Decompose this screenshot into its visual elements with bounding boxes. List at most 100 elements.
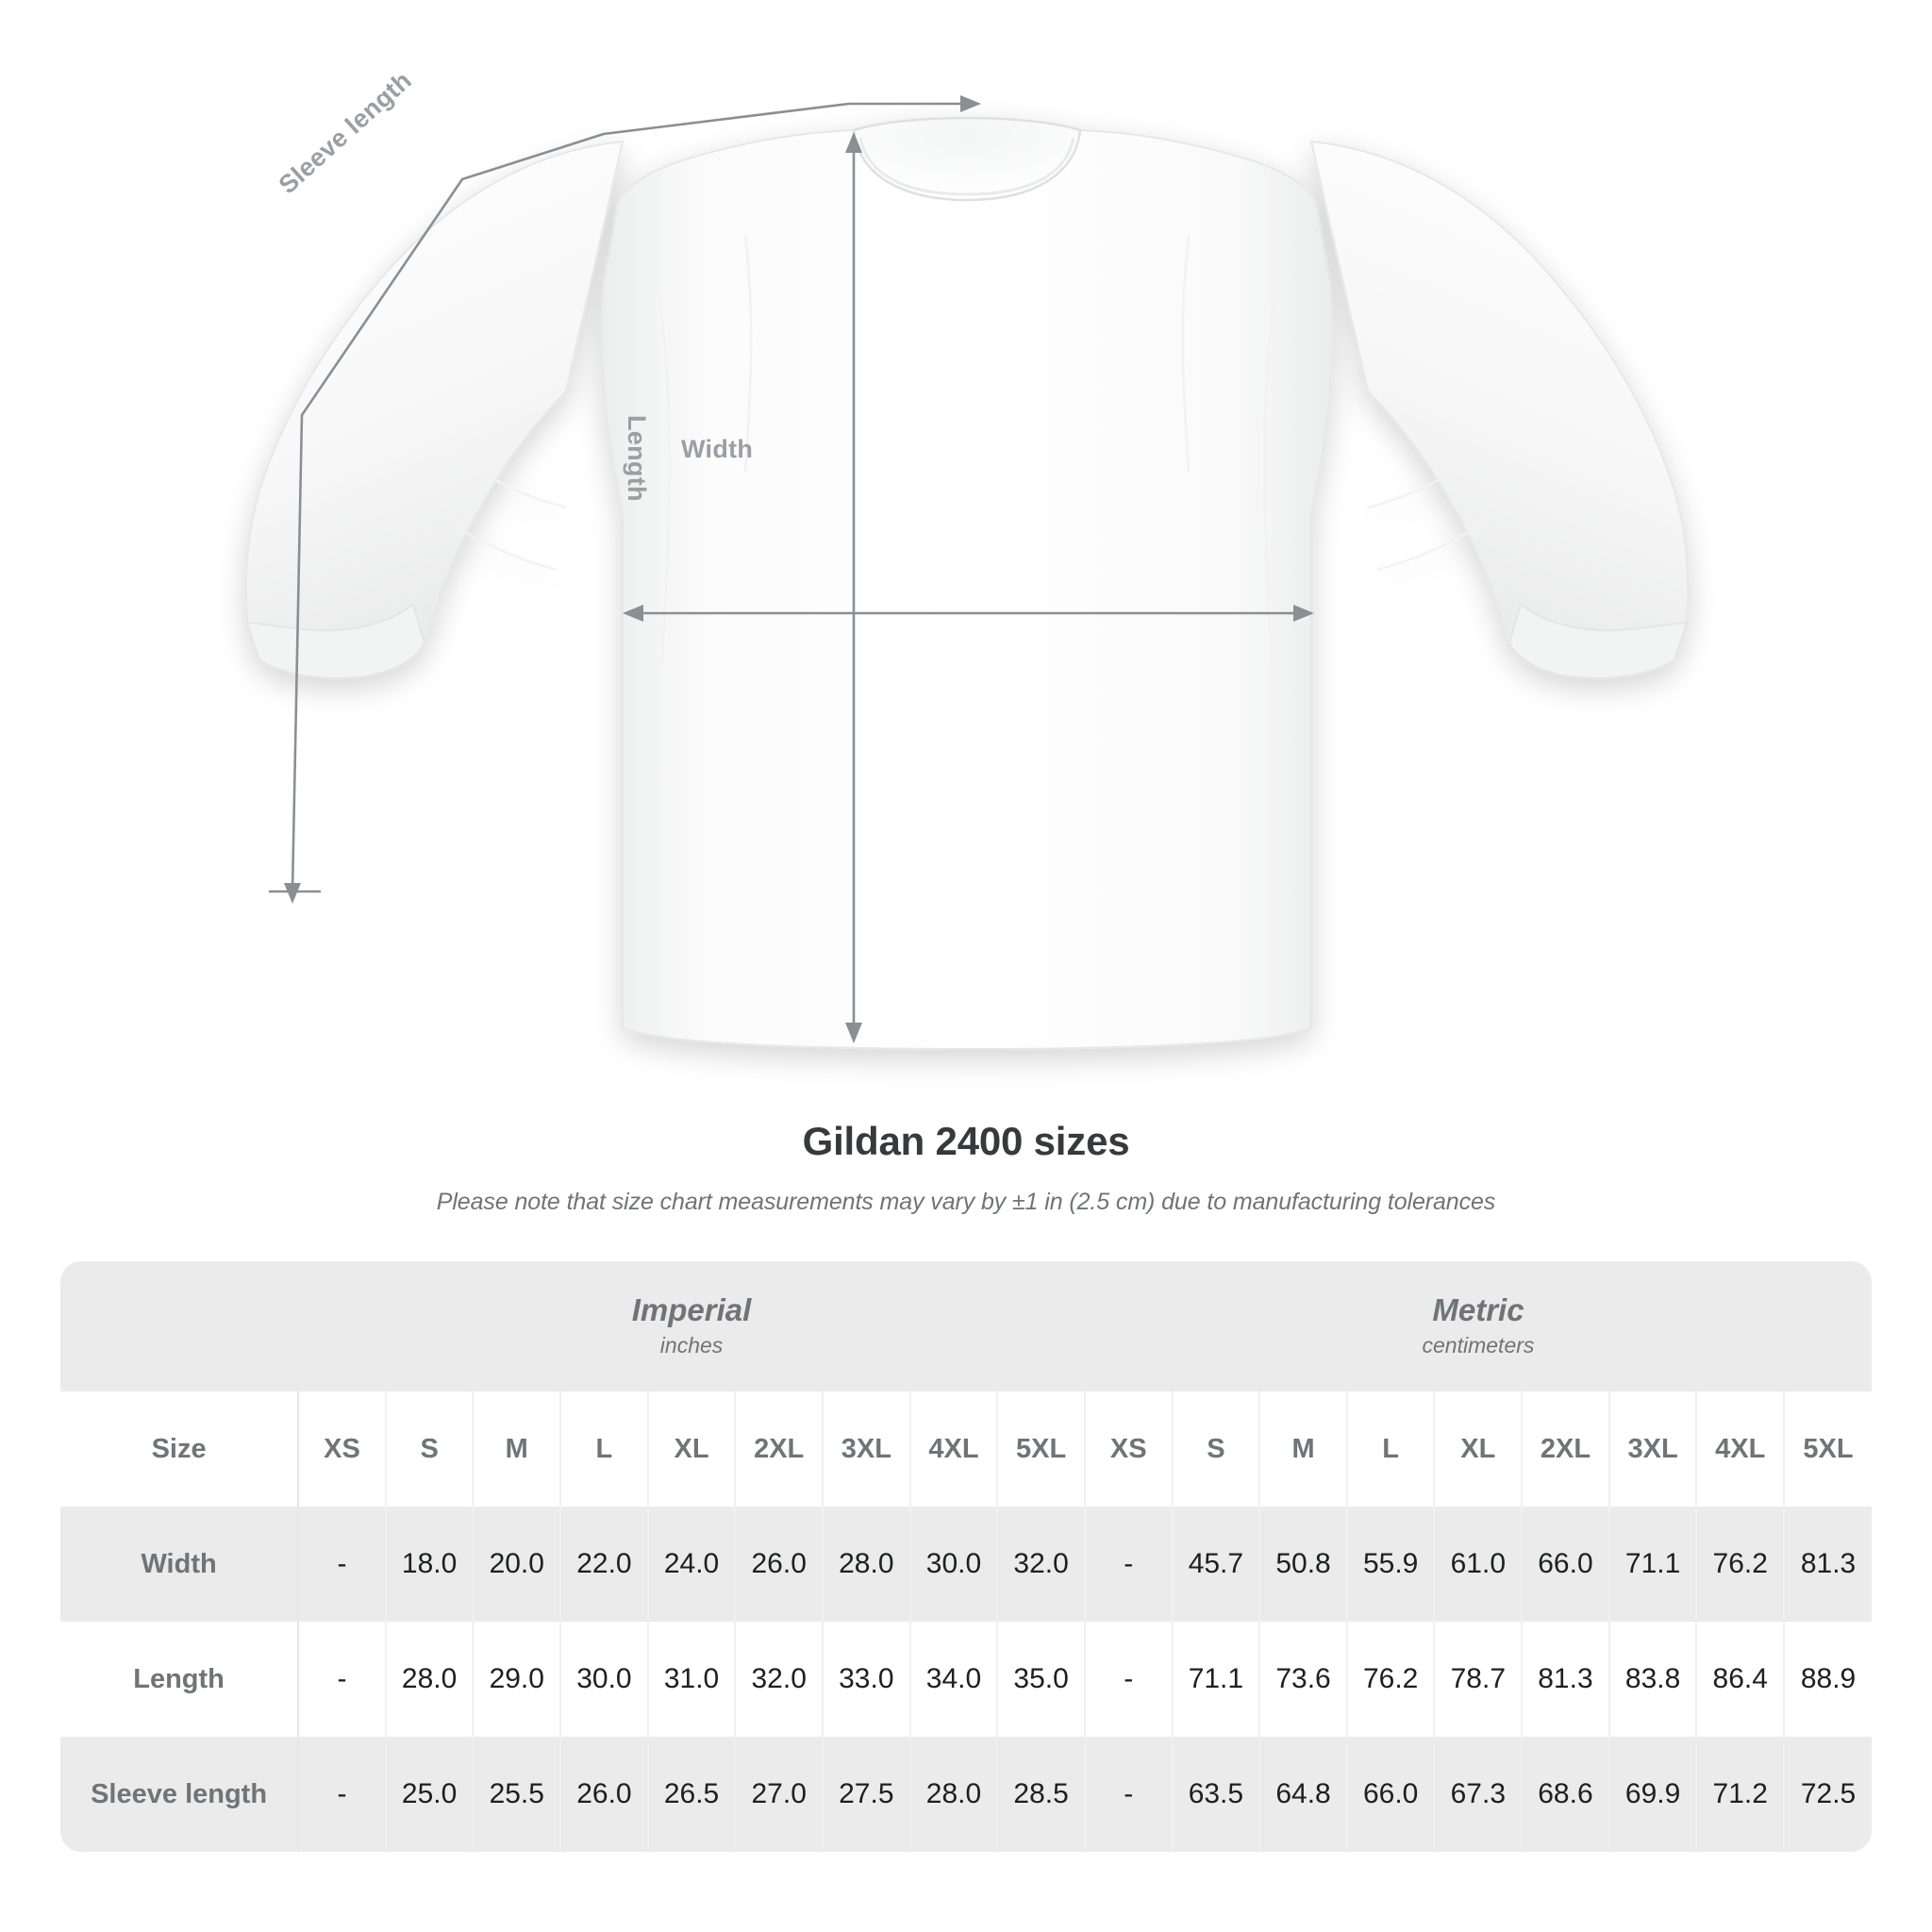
cell-value: 24.0 xyxy=(647,1507,737,1622)
length-dimension-label: Length xyxy=(623,415,651,502)
table-row: Width - 18.0 20.0 22.0 24.0 26.0 28.0 30… xyxy=(60,1507,1872,1622)
cell-value: 67.3 xyxy=(1434,1737,1524,1852)
cell-value: 76.2 xyxy=(1696,1507,1786,1622)
title-block: Gildan 2400 sizes Please note that size … xyxy=(0,1113,1932,1216)
width-dimension-label: Width xyxy=(681,435,754,463)
size-chart-table: Imperial inches Metric centimeters Size … xyxy=(60,1261,1872,1852)
page-subtitle: Please note that size chart measurements… xyxy=(436,1189,1496,1215)
left-cuff xyxy=(245,602,426,680)
size-col-header: XS xyxy=(1084,1391,1174,1507)
size-col-header: 5XL xyxy=(1784,1391,1872,1507)
cell-value: 45.7 xyxy=(1172,1507,1261,1622)
cell-value: 55.9 xyxy=(1346,1507,1436,1622)
cell-value: - xyxy=(298,1737,387,1852)
unit-sub-metric: centimeters xyxy=(1422,1333,1535,1358)
cell-value: - xyxy=(298,1507,387,1622)
unit-name-metric: Metric xyxy=(1432,1292,1524,1328)
unit-header-spacer xyxy=(60,1261,299,1391)
size-col-header: XS xyxy=(298,1391,387,1507)
size-col-header: M xyxy=(473,1391,562,1507)
cell-value: 88.9 xyxy=(1784,1622,1872,1737)
size-col-header: M xyxy=(1259,1391,1348,1507)
dimension-arrowheads xyxy=(284,95,1314,1043)
size-col-header: L xyxy=(1346,1391,1436,1507)
unit-header-row: Imperial inches Metric centimeters xyxy=(60,1261,1872,1391)
fabric-folds xyxy=(428,235,1506,661)
unit-header-metric: Metric centimeters xyxy=(1084,1261,1872,1391)
cell-value: 26.0 xyxy=(735,1507,824,1622)
row-label-sleeve-length: Sleeve length xyxy=(60,1737,300,1852)
length-arrow-top xyxy=(845,132,862,153)
cell-value: 66.0 xyxy=(1346,1737,1436,1852)
cell-value: 32.0 xyxy=(997,1507,1086,1622)
size-col-header: XL xyxy=(647,1391,737,1507)
cell-value: 26.5 xyxy=(647,1737,737,1852)
size-col-header: 3XL xyxy=(823,1391,911,1507)
cell-value: 18.0 xyxy=(385,1507,475,1622)
table-row: Sleeve length - 25.0 25.5 26.0 26.5 27.0… xyxy=(60,1737,1872,1852)
cell-value: 28.5 xyxy=(997,1737,1086,1852)
row-label-width: Width xyxy=(60,1507,300,1622)
cell-value: 72.5 xyxy=(1784,1737,1872,1852)
sleeve-length-line xyxy=(291,102,850,892)
cell-value: 35.0 xyxy=(997,1622,1086,1737)
cell-value: 27.5 xyxy=(823,1737,911,1852)
cell-value: 61.0 xyxy=(1434,1507,1524,1622)
size-col-header: 4XL xyxy=(1696,1391,1786,1507)
cell-value: 20.0 xyxy=(473,1507,562,1622)
cell-value: 26.0 xyxy=(560,1737,649,1852)
right-cuff xyxy=(1507,602,1689,680)
cell-value: 76.2 xyxy=(1346,1622,1436,1737)
cell-value: 30.0 xyxy=(560,1622,649,1737)
width-arrow-left xyxy=(623,605,643,622)
garment-illustration: Sleeve length Length Width xyxy=(244,66,1690,1051)
cell-value: 71.1 xyxy=(1172,1622,1261,1737)
size-col-header: 5XL xyxy=(997,1391,1086,1507)
cell-value: 27.0 xyxy=(735,1737,824,1852)
size-col-header: 3XL xyxy=(1608,1391,1698,1507)
unit-sub-imperial: inches xyxy=(659,1333,724,1358)
cell-value: 50.8 xyxy=(1259,1507,1348,1622)
cell-value: 25.5 xyxy=(473,1737,562,1852)
length-arrow-bottom xyxy=(845,1023,862,1043)
cell-value: 28.0 xyxy=(823,1507,911,1622)
table-row: Length - 28.0 29.0 30.0 31.0 32.0 33.0 3… xyxy=(60,1622,1872,1737)
cell-value: 81.3 xyxy=(1522,1622,1610,1737)
cell-value: 83.8 xyxy=(1608,1622,1698,1737)
cell-value: - xyxy=(1084,1507,1174,1622)
size-col-header: S xyxy=(385,1391,475,1507)
collar xyxy=(852,116,1082,202)
cell-value: 28.0 xyxy=(909,1737,999,1852)
cell-value: 29.0 xyxy=(473,1622,562,1737)
size-col-header: 2XL xyxy=(1522,1391,1610,1507)
cell-value: 33.0 xyxy=(823,1622,911,1737)
garment-svg xyxy=(244,95,1690,1051)
size-col-header: S xyxy=(1172,1391,1261,1507)
cell-value: 71.2 xyxy=(1696,1737,1786,1852)
cell-value: 68.6 xyxy=(1522,1737,1610,1852)
cell-value: 73.6 xyxy=(1259,1622,1348,1737)
cell-value: 71.1 xyxy=(1608,1507,1698,1622)
right-sleeve xyxy=(1309,140,1690,680)
left-sleeve xyxy=(244,140,625,680)
cell-value: 28.0 xyxy=(385,1622,475,1737)
cell-value: 78.7 xyxy=(1434,1622,1524,1737)
size-col-header: L xyxy=(560,1391,649,1507)
cell-value: 86.4 xyxy=(1696,1622,1786,1737)
cell-value: - xyxy=(1084,1737,1174,1852)
cell-value: - xyxy=(1084,1622,1174,1737)
unit-header-imperial: Imperial inches xyxy=(298,1261,1085,1391)
cell-value: 31.0 xyxy=(647,1622,737,1737)
cell-value: 81.3 xyxy=(1784,1507,1872,1622)
page-title: Gildan 2400 sizes xyxy=(802,1119,1130,1163)
size-col-header: 4XL xyxy=(909,1391,999,1507)
size-header-row: Size XS S M L XL 2XL 3XL 4XL 5XL XS S M … xyxy=(60,1391,1872,1507)
cell-value: 64.8 xyxy=(1259,1737,1348,1852)
width-arrow-right xyxy=(1293,605,1314,622)
sleeve-arrow-top xyxy=(960,95,981,112)
garment-body xyxy=(600,129,1334,1051)
row-label-length: Length xyxy=(60,1622,300,1737)
size-col-header: 2XL xyxy=(735,1391,824,1507)
sleeve-arrow-bottom xyxy=(284,883,301,904)
cell-value: 30.0 xyxy=(909,1507,999,1622)
